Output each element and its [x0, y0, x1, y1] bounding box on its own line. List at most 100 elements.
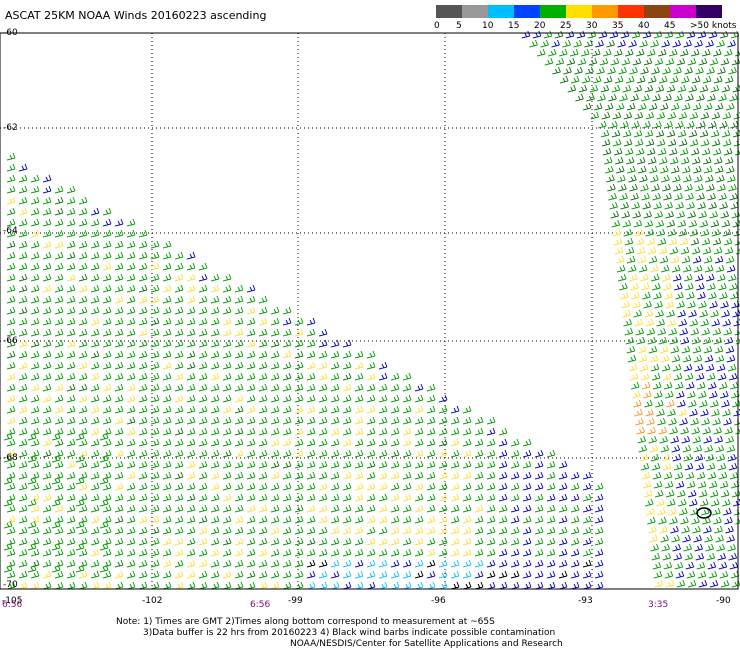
wind-barb [6, 504, 16, 513]
wind-barb [270, 427, 280, 436]
wind-barb [438, 482, 448, 491]
wind-barb [78, 207, 88, 216]
wind-barb [66, 240, 76, 249]
wind-barb [186, 570, 196, 579]
wind-barb [270, 570, 280, 579]
wind-barb [719, 291, 728, 300]
wind-barb [498, 548, 508, 557]
wind-barb [678, 408, 687, 417]
wind-barb [673, 462, 683, 471]
wind-barb [402, 581, 412, 590]
wind-barb [582, 102, 592, 111]
wind-barb [330, 482, 340, 491]
wind-barb [150, 284, 160, 293]
wind-barb [702, 246, 712, 255]
wind-barb [594, 570, 604, 579]
wind-barb [582, 581, 592, 590]
wind-barb [150, 295, 160, 304]
wind-barb [669, 516, 678, 525]
wind-barb [30, 317, 40, 326]
wind-barb [641, 282, 650, 291]
wind-barb [590, 111, 600, 120]
wind-barb [222, 339, 232, 348]
wind-barb [486, 471, 496, 480]
wind-barb [258, 548, 268, 557]
wind-barb [366, 493, 376, 502]
wind-barb [378, 394, 388, 403]
wind-barb [318, 504, 328, 513]
wind-barb [582, 570, 592, 579]
wind-barb [462, 449, 472, 458]
wind-barb [258, 559, 268, 568]
wind-barb [593, 102, 603, 111]
wind-barb [246, 284, 256, 293]
wind-barb [6, 152, 16, 161]
wind-barb [30, 460, 40, 469]
wind-barb [198, 581, 208, 590]
wind-barb [650, 174, 659, 183]
wind-barb [126, 537, 136, 546]
wind-barb [602, 147, 612, 156]
wind-barb [702, 336, 712, 345]
wind-barb [638, 264, 648, 273]
wind-barb [719, 201, 728, 210]
wind-barb [366, 350, 376, 359]
wind-barb [606, 174, 615, 183]
wind-barb [670, 102, 680, 111]
wind-barb [663, 471, 673, 480]
wind-barb [66, 361, 76, 370]
wind-barb [378, 526, 388, 535]
wind-barb [670, 435, 680, 444]
wind-barb [246, 317, 256, 326]
wind-barb [30, 350, 40, 359]
wind-barb [390, 570, 400, 579]
wind-barb [586, 93, 595, 102]
wind-barb [712, 327, 722, 336]
wind-barb [720, 57, 730, 66]
wind-barb [162, 427, 172, 436]
wind-barb [414, 383, 424, 392]
wind-barb [306, 504, 316, 513]
wind-barb [686, 120, 695, 129]
wind-barb [126, 504, 136, 513]
wind-barb [174, 361, 184, 370]
wind-barb [721, 399, 730, 408]
wind-barb [462, 493, 472, 502]
wind-barb [234, 438, 244, 447]
wind-barb [724, 336, 734, 345]
wind-barb [709, 390, 718, 399]
wind-barb [649, 354, 659, 363]
wind-barb [695, 552, 705, 561]
wind-barb [246, 350, 256, 359]
wind-barb [646, 417, 655, 426]
wind-barb [186, 361, 196, 370]
wind-barb [246, 537, 256, 546]
wind-barb [18, 416, 28, 425]
wind-barb [174, 570, 184, 579]
wind-barb [594, 581, 604, 590]
wind-barb [438, 548, 448, 557]
wind-barb [532, 30, 542, 39]
wind-barb [270, 306, 280, 315]
wind-barb [600, 129, 610, 138]
wind-barb [644, 309, 653, 318]
wind-barb [692, 525, 701, 534]
wind-barb [90, 317, 100, 326]
wind-barb [114, 306, 124, 315]
wind-barb [672, 453, 682, 462]
wind-barb [234, 339, 244, 348]
wind-barb [234, 416, 244, 425]
wind-barb [114, 482, 124, 491]
wind-barb [270, 526, 280, 535]
wind-barb [639, 363, 649, 372]
wind-barb [66, 438, 76, 447]
wind-barb [643, 300, 652, 309]
wind-barb [78, 262, 88, 271]
wind-barb [150, 306, 160, 315]
wind-barb [558, 526, 568, 535]
legend-label: 45 [664, 21, 676, 31]
wind-barb [683, 543, 692, 552]
wind-barb [715, 354, 725, 363]
wind-barb [246, 427, 256, 436]
wind-barb [474, 537, 484, 546]
